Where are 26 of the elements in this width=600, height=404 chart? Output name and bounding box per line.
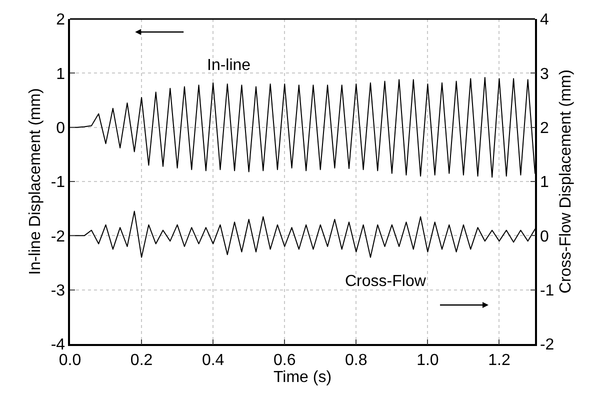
x-axis-title: Time (s) <box>273 368 332 386</box>
y-tick-label: -4 <box>50 336 66 354</box>
x-tick-label: 0.0 <box>58 352 82 369</box>
y2-tick-label: 2 <box>540 120 549 137</box>
y-axis-title: In-line Displacement (mm) <box>27 88 44 275</box>
x-tick-label: 0.2 <box>130 352 153 369</box>
x-tick-label: 1.2 <box>488 352 510 369</box>
y-tick-label: 0 <box>56 120 66 137</box>
x-tick-label: 1.0 <box>416 352 439 369</box>
x-tick-label: 0.6 <box>273 352 296 369</box>
y-tick-label: -2 <box>50 228 66 246</box>
annotation: In-line <box>207 57 251 74</box>
y2-tick-label: 1 <box>540 174 549 192</box>
y2-tick-label: 3 <box>540 66 549 83</box>
y2-tick-label: 4 <box>540 12 549 29</box>
y2-tick-label: 0 <box>540 228 549 246</box>
y-tick-label: -1 <box>50 174 66 192</box>
y-tick-label: 1 <box>56 66 66 83</box>
x-tick-label: 0.4 <box>202 352 224 369</box>
y-tick-label: 2 <box>56 12 66 29</box>
y2-axis-title: Cross-Flow Displacement (mm) <box>557 69 574 294</box>
y2-tick-label: -1 <box>540 282 554 300</box>
x-tick-label: 0.8 <box>345 352 368 369</box>
y2-tick-label: -2 <box>540 336 554 354</box>
y-tick-label: -3 <box>50 282 66 300</box>
annotation: Cross-Flow <box>345 273 426 290</box>
